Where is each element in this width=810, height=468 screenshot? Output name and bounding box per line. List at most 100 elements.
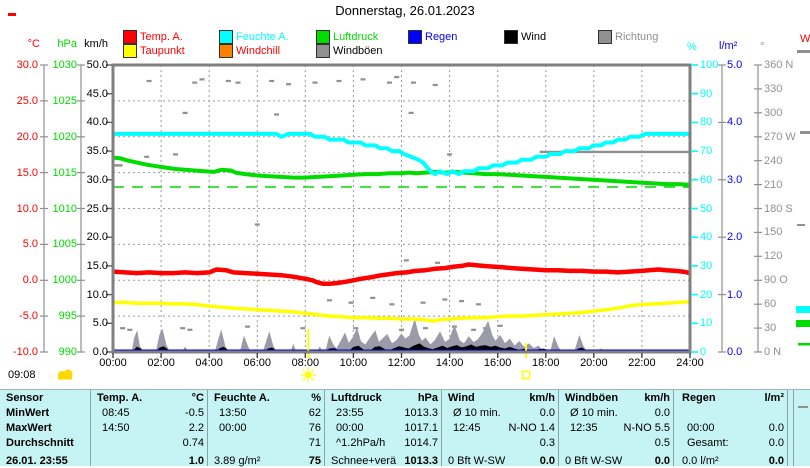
humidity-axis-label: 10 xyxy=(700,317,713,330)
temp-axis-label: -10.0 xyxy=(12,346,38,358)
table-cell-max-value: N-NO 5.5 xyxy=(623,422,670,434)
edge-mark xyxy=(798,343,810,346)
plot-frame xyxy=(111,63,692,354)
sun-ray xyxy=(310,377,314,381)
wind-direction-dot xyxy=(245,325,251,328)
table-col-unit: % xyxy=(311,392,321,404)
time-axis-label: 02:00 xyxy=(147,357,175,369)
table-row-label: MaxWert xyxy=(6,422,52,434)
humidity-axis-label: 80 xyxy=(700,116,713,129)
table-col-header: Windböen xyxy=(565,392,619,404)
table-cell-last-value: 0.0 xyxy=(768,455,784,467)
table-col-unit: hPa xyxy=(417,392,438,404)
table-cell-avg-value: 71 xyxy=(308,437,321,449)
kmh-axis-label: 0.0 xyxy=(92,346,108,358)
pressure-axis-label: 1005 xyxy=(52,238,77,251)
wind-direction-dot xyxy=(120,327,126,330)
table-col-unit: °C xyxy=(191,392,204,404)
table-cell-min-time: 23:55 xyxy=(336,407,364,419)
wind-direction-dot xyxy=(420,301,426,304)
table-cell-max-value: 0.0 xyxy=(768,422,784,434)
temp-axis-label: 25.0 xyxy=(16,94,38,107)
table-column-separator xyxy=(441,390,442,466)
edge-mark xyxy=(796,306,810,313)
table-col-header: Regen xyxy=(682,392,716,404)
temp-a-line xyxy=(112,262,691,287)
wind-direction-dot xyxy=(146,79,152,83)
table-cell-last-text: Schnee+verä xyxy=(331,455,397,467)
kmh-axis-label: 30.0 xyxy=(86,173,108,186)
table-cell-max-time: 12:35 xyxy=(570,422,598,434)
table-cell-last-text: 3.89 g/m² xyxy=(214,455,261,467)
direction-axis-label: 300 xyxy=(764,106,783,119)
table-cell-last-text: 0 Bft W-SW xyxy=(565,455,623,467)
table-cell-min-value: 0.0 xyxy=(654,407,670,419)
wind-legend-label: Wind xyxy=(521,31,547,43)
humidity-axis-unit: % xyxy=(687,41,697,53)
rain-axis-label: 2.0 xyxy=(727,231,743,244)
table-cell-min-time: Ø 10 min. xyxy=(570,407,618,419)
wind-direction-dot xyxy=(192,81,198,84)
wind-direction-dot xyxy=(127,328,133,331)
table-cell-max-time: 00:00 xyxy=(336,422,364,434)
table-column-separator xyxy=(673,390,674,466)
humidity-axis-label: 90 xyxy=(700,87,713,100)
windchill-legend-label: Windchill xyxy=(236,45,281,57)
table-cell-last-value: 0.0 xyxy=(654,455,670,467)
windb-en-area xyxy=(113,318,690,353)
regen-legend-label: Regen xyxy=(425,31,458,43)
temp-axis-label: 20.0 xyxy=(16,130,38,143)
table-cell-min-value: 0.0 xyxy=(539,407,555,419)
wind-direction-dot xyxy=(403,259,409,262)
windb-en-legend-label: Windböen xyxy=(333,45,383,57)
pressure-axis-label: 1020 xyxy=(52,130,77,143)
wind-direction-dot xyxy=(408,111,414,114)
table-row-label: MinWert xyxy=(6,407,50,419)
wind-direction-dot xyxy=(326,299,332,302)
table-column-separator xyxy=(207,390,208,466)
wind-direction-dot xyxy=(394,76,400,79)
luftdruck-legend-swatch xyxy=(316,30,330,44)
table-cell-last-text: 0.0 l/m² xyxy=(682,455,719,467)
wind-direction-dot xyxy=(300,327,306,330)
table-column-separator xyxy=(793,390,794,466)
table-cell-last-value: 0.0 xyxy=(539,455,555,467)
humidity-axis-label: 0 xyxy=(700,346,707,358)
taupunkt-legend-swatch xyxy=(123,44,137,58)
rain-axis-label: 0.0 xyxy=(727,346,743,358)
table-col-header: Temp. A. xyxy=(97,392,143,404)
temp-axis-label: 0.0 xyxy=(22,274,38,287)
table-cell-max-time: 14:50 xyxy=(102,422,130,434)
table-column-separator xyxy=(558,390,559,466)
cutoff-axis-label: W xyxy=(800,33,810,45)
time-axis-label: 16:00 xyxy=(483,357,512,369)
table-col-unit: km/h xyxy=(644,392,670,404)
table-column-separator xyxy=(90,390,91,466)
rain-axis-label: 4.0 xyxy=(727,116,743,129)
windchill-legend-swatch xyxy=(219,44,233,58)
time-axis-label: 00:00 xyxy=(99,357,127,369)
direction-axis-label: 60 xyxy=(764,298,777,311)
humidity-axis-label: 100 xyxy=(700,59,719,71)
temp-axis-label: -5.0 xyxy=(19,310,38,323)
time-axis-label: 14:00 xyxy=(435,357,464,369)
table-cell-min-time: 08:45 xyxy=(102,407,130,419)
wind-direction-dot xyxy=(269,79,275,83)
wind-direction-dot xyxy=(497,324,503,327)
wind-direction-dot xyxy=(144,155,150,158)
table-cell-avg-value: 0.0 xyxy=(768,437,784,449)
wind-direction-dot xyxy=(432,83,438,87)
wind-direction-dot xyxy=(435,261,441,264)
kmh-axis-label: 35.0 xyxy=(86,145,108,158)
sunrise-sun-icon xyxy=(304,371,312,379)
table-cell-max-value: N-NO 1.4 xyxy=(508,422,555,434)
time-axis-label: 20:00 xyxy=(580,357,608,369)
direction-axis-label: 210 xyxy=(764,178,783,191)
luftdruck-legend-label: Luftdruck xyxy=(333,31,379,43)
table-col-header: Feuchte A. xyxy=(214,392,270,404)
richtung-legend-label: Richtung xyxy=(615,31,659,43)
table-cell-avg-value: 0.74 xyxy=(182,437,204,449)
table-cell-last-value: 1013.3 xyxy=(404,455,438,467)
kmh-axis-label: 40.0 xyxy=(86,116,108,129)
